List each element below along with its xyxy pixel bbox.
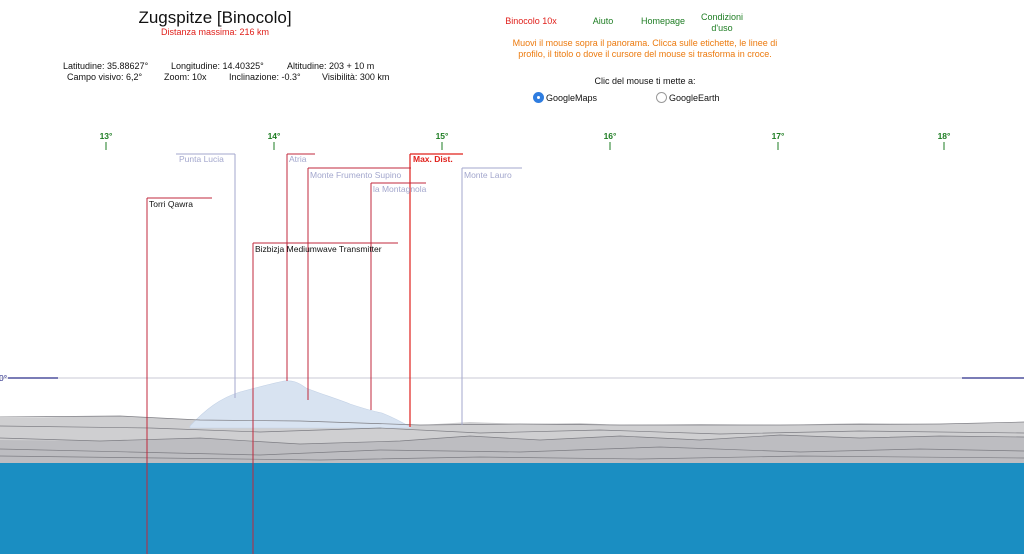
- marker-punta-lucia[interactable]: Punta Lucia: [176, 153, 236, 398]
- horizon-label: 0°: [0, 373, 7, 383]
- label-bizbizja: Bizbizja Mediumwave Transmitter: [255, 244, 382, 254]
- radio-googleearth-dot[interactable]: [656, 92, 667, 103]
- label-max-dist: Max. Dist.: [413, 154, 453, 164]
- tick-label-13: 13°: [100, 131, 113, 141]
- radio-googleearth[interactable]: GoogleEarth: [656, 92, 720, 103]
- label-torri-qawra: Torri Qawra: [149, 199, 193, 209]
- etna-profile[interactable]: [189, 380, 414, 429]
- tick-label-16: 16°: [604, 131, 617, 141]
- land-band: [0, 435, 1024, 463]
- altitude: Altitudine: 203 + 10 m: [287, 61, 375, 71]
- page-title[interactable]: Zugspitze [Binocolo]: [138, 8, 292, 27]
- binoculars-link[interactable]: Binocolo 10x: [505, 16, 557, 26]
- tick-label-18: 18°: [938, 131, 951, 141]
- tilt: Inclinazione: -0.3°: [229, 72, 301, 82]
- tick-label-14: 14°: [268, 131, 281, 141]
- tick-label-17: 17°: [772, 131, 785, 141]
- marker-max-dist[interactable]: Max. Dist.: [409, 153, 463, 427]
- marker-monte-frumento-supino[interactable]: Monte Frumento Supino: [307, 167, 411, 400]
- marker-atria[interactable]: Atria: [286, 153, 315, 381]
- profile-lines[interactable]: [0, 415, 1024, 461]
- click-prompt: Clic del mouse ti mette a:: [594, 76, 696, 86]
- radio-googleearth-label: GoogleEarth: [669, 92, 720, 103]
- latitude: Latitudine: 35.88627°: [63, 61, 149, 71]
- marker-monte-lauro[interactable]: Monte Lauro: [461, 167, 522, 425]
- radio-googlemaps[interactable]: GoogleMaps: [533, 92, 597, 103]
- field-of-view: Campo visivo: 6,2°: [67, 72, 143, 82]
- tick-label-15: 15°: [436, 131, 449, 141]
- marker-bizbizja[interactable]: Bizbizja Mediumwave Transmitter: [252, 242, 398, 554]
- label-monte-lauro: Monte Lauro: [464, 170, 512, 180]
- homepage-link[interactable]: Homepage: [640, 16, 686, 26]
- radio-googlemaps-label: GoogleMaps: [546, 92, 598, 103]
- zoom: Zoom: 10x: [164, 72, 207, 82]
- label-atria: Atria: [289, 154, 307, 164]
- longitude-scale: 13° 14° 15° 16° 17° 18°: [100, 131, 951, 150]
- sea-area: [0, 463, 1024, 554]
- label-punta-lucia: Punta Lucia: [179, 154, 224, 164]
- marker-torri-qawra[interactable]: Torri Qawra: [146, 197, 212, 554]
- marker-la-montagnola[interactable]: la Montagnola: [370, 182, 427, 410]
- longitude: Longitudine: 14.40325°: [171, 61, 264, 71]
- instructions: Muovi il mouse sopra il panorama. Clicca…: [512, 38, 778, 59]
- visibility: Visibilità: 300 km: [322, 72, 390, 82]
- label-la-montagnola: la Montagnola: [373, 184, 427, 194]
- label-monte-frumento-supino: Monte Frumento Supino: [310, 170, 401, 180]
- terms-link[interactable]: Condizioni d'uso: [700, 12, 744, 33]
- radio-googlemaps-dot[interactable]: [533, 92, 544, 103]
- max-distance: Distanza massima: 216 km: [160, 27, 270, 37]
- help-link[interactable]: Aiuto: [592, 16, 614, 26]
